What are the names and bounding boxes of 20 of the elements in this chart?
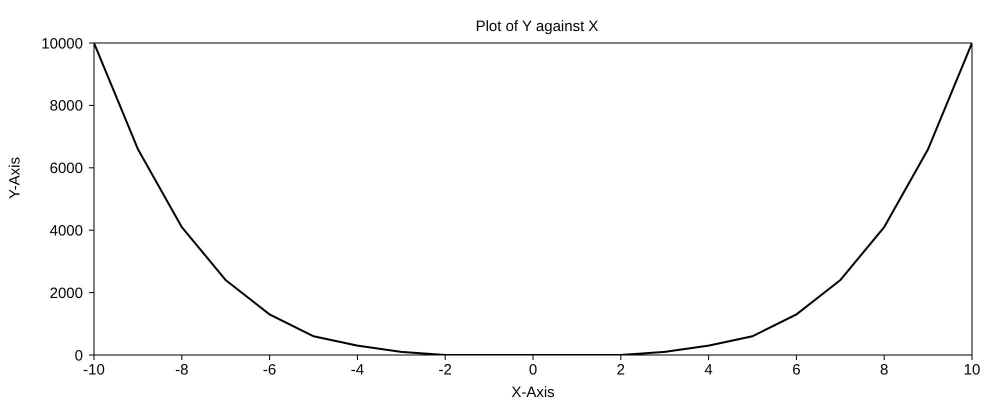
x-axis-title: X-Axis	[511, 384, 555, 401]
x-tick-label: 10	[964, 362, 980, 379]
y-tick-label: 10000	[41, 35, 83, 52]
x-tick-label: -4	[350, 362, 364, 379]
x-tick-label: 8	[880, 362, 888, 379]
x-tick-label: 2	[616, 362, 625, 379]
y-axis-title: Y-Axis	[6, 157, 24, 199]
x-tick-label: 0	[528, 362, 538, 379]
x-tick-label: -6	[262, 362, 276, 379]
y-tick-label: 8000	[50, 98, 83, 115]
y-tick-label: 6000	[50, 160, 83, 178]
x-tick-label: -10	[83, 362, 105, 379]
y-tick-label: 4000	[50, 222, 83, 240]
x-tick-label: 6	[792, 362, 801, 379]
y-tick-label: 0	[74, 347, 83, 364]
x-tick-label: -2	[438, 362, 452, 379]
x-tick-label: 4	[704, 362, 713, 379]
x-tick-label: -8	[175, 362, 188, 379]
chart-title: Plot of Y against X	[474, 18, 600, 35]
y-tick-label: 2000	[50, 284, 83, 302]
